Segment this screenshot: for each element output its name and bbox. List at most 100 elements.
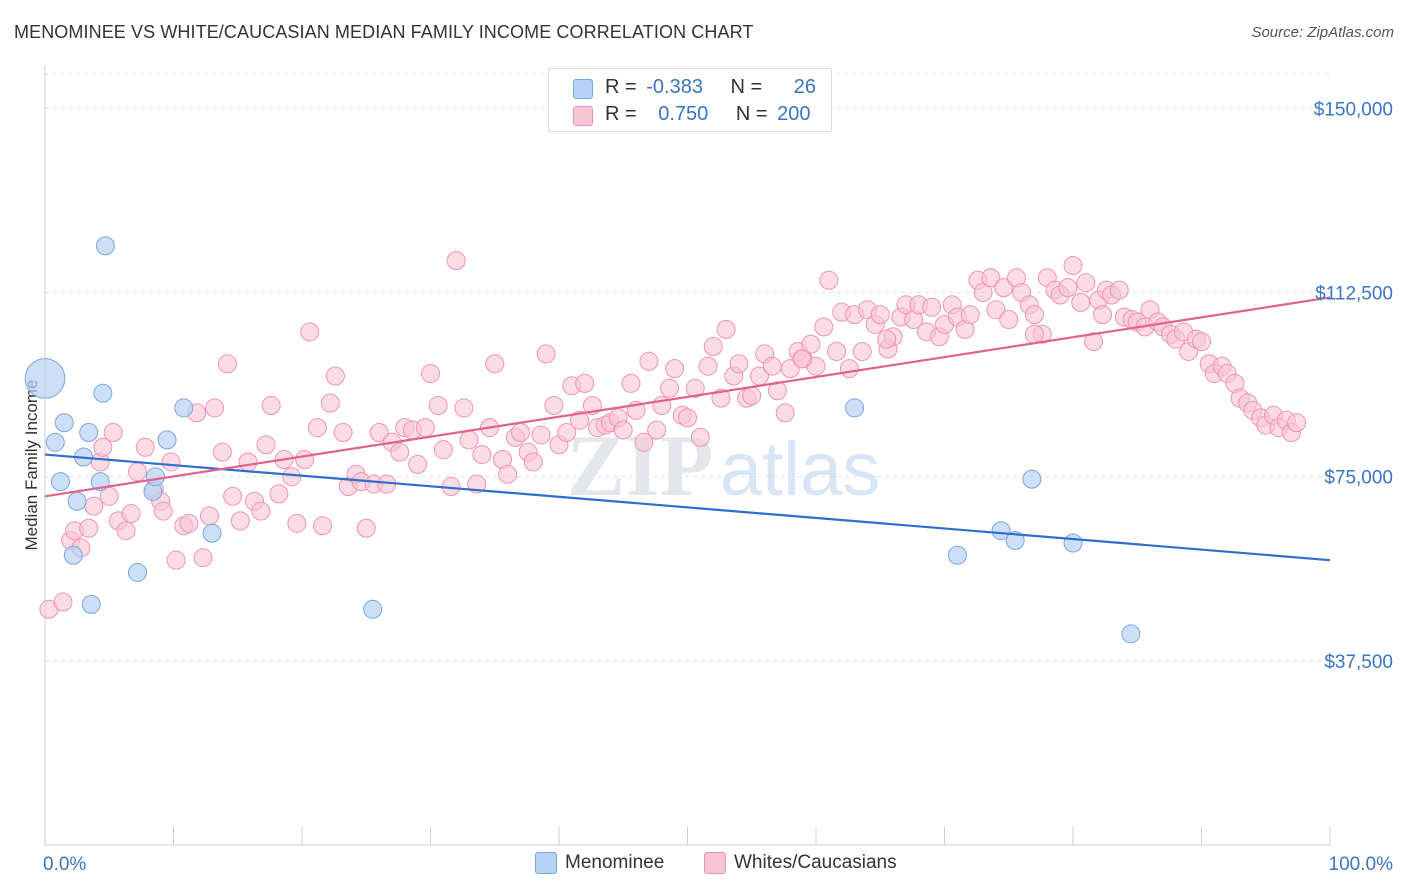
whites-point <box>121 504 141 524</box>
whites-point <box>703 337 723 357</box>
whites-point <box>415 418 435 438</box>
whites-point <box>369 422 389 442</box>
menominee-point <box>67 491 87 511</box>
menominee-point <box>947 545 967 565</box>
whites-point <box>295 450 315 469</box>
whites-trend-line <box>44 296 1331 498</box>
whites-point <box>135 437 155 457</box>
menominee-points <box>24 236 1141 644</box>
menominee-point <box>845 398 865 418</box>
bottom-legend-whites: Whites/Caucasians <box>704 852 897 874</box>
legend-r-value: 0.750 <box>658 103 709 125</box>
whites-point <box>128 462 148 482</box>
whites-point <box>711 388 731 408</box>
whites-point <box>575 373 595 393</box>
whites-point <box>93 437 113 457</box>
whites-point <box>570 410 590 430</box>
whites-point <box>762 356 782 376</box>
x-tick-label-max: 100.0% <box>1329 854 1394 875</box>
menominee-point <box>1022 469 1042 489</box>
whites-point <box>333 422 353 442</box>
whites-point <box>325 366 345 386</box>
whites-point <box>647 420 667 440</box>
whites-point <box>775 403 795 423</box>
whites-point <box>877 329 897 349</box>
whites-point <box>256 435 276 455</box>
whites-point <box>446 251 466 271</box>
whites-point <box>300 322 320 342</box>
legend-n-value: 200 <box>777 103 811 125</box>
x-tick-label-min: 0.0% <box>43 854 86 875</box>
whites-point <box>639 351 659 371</box>
legend-r-label: R = <box>605 103 637 125</box>
menominee-point <box>95 236 115 256</box>
legend-r-label: R = <box>605 76 637 98</box>
whites-point <box>205 398 225 418</box>
whites-point <box>690 427 710 447</box>
whites-point <box>251 501 271 521</box>
legend-n-label: N = <box>730 76 763 98</box>
whites-point <box>665 359 685 379</box>
menominee-point <box>79 422 99 442</box>
whites-point <box>421 364 440 384</box>
menominee-point <box>128 562 148 582</box>
legend-swatch-menominee <box>573 79 593 99</box>
whites-point <box>116 521 136 541</box>
whites-point <box>973 283 993 303</box>
whites-point <box>557 422 577 442</box>
menominee-point <box>45 432 65 452</box>
whites-point <box>660 378 680 398</box>
whites-point <box>223 486 243 506</box>
bottom-legend-menominee: Menominee <box>535 852 665 874</box>
whites-point <box>839 359 859 379</box>
legend-row-menominee: R = -0.383 N = 26 <box>573 76 816 99</box>
whites-point <box>467 474 487 494</box>
whites-point <box>485 354 505 374</box>
menominee-point <box>63 545 83 565</box>
whites-point <box>428 395 448 415</box>
watermark-zip: ZIP <box>567 418 714 515</box>
legend: R = -0.383 N = 26 R = 0.750 N = 200 <box>548 68 832 132</box>
menominee-point <box>146 467 166 487</box>
whites-point <box>621 373 641 393</box>
whites-point <box>523 452 543 472</box>
whites-point <box>79 518 99 538</box>
y-tick-label: $75,000 <box>1324 468 1393 489</box>
bottom-legend-label-whites: Whites/Caucasians <box>734 852 897 873</box>
whites-point <box>960 305 980 325</box>
whites-point <box>870 305 890 325</box>
whites-point <box>238 452 258 472</box>
whites-point <box>1093 305 1113 325</box>
whites-point <box>161 452 181 472</box>
whites-point <box>767 381 787 401</box>
whites-point <box>193 548 213 568</box>
whites-point <box>1024 305 1044 325</box>
whites-point <box>531 425 551 445</box>
menominee-point <box>50 472 70 492</box>
whites-point <box>1084 332 1104 352</box>
menominee-point <box>363 599 383 619</box>
y-tick-labels: $37,500 $75,000 $112,500 $150,000 <box>1314 99 1393 672</box>
whites-point <box>827 341 847 361</box>
menominee-point <box>1063 533 1083 553</box>
bottom-legend-swatch-menominee <box>535 852 557 874</box>
whites-point <box>282 467 302 487</box>
whites-point <box>698 356 718 376</box>
menominee-point <box>1005 531 1025 551</box>
whites-point <box>999 310 1019 330</box>
trend-lines <box>44 296 1331 562</box>
whites-point <box>685 378 705 398</box>
whites-caucasians-points <box>39 251 1307 619</box>
whites-point <box>729 354 749 374</box>
whites-point <box>269 484 289 504</box>
whites-point <box>1071 292 1091 312</box>
watermark-atlas: atlas <box>720 427 881 512</box>
x-tick-labels: 0.0% 100.0% <box>43 854 1393 875</box>
whites-point <box>1287 413 1307 433</box>
bottom-legend-label-menominee: Menominee <box>565 852 665 873</box>
whites-point <box>994 278 1014 298</box>
whites-point <box>634 432 654 452</box>
menominee-point <box>157 430 177 450</box>
whites-point <box>852 341 872 361</box>
